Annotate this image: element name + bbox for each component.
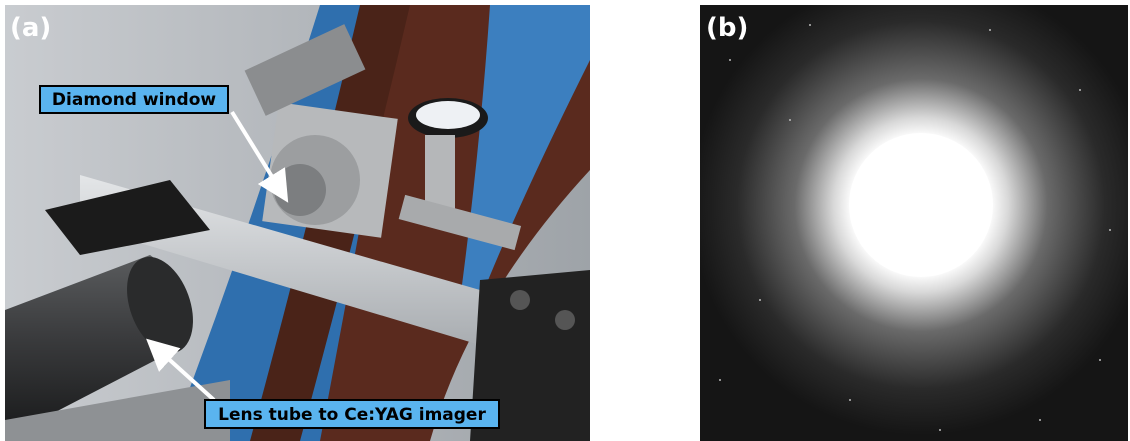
arrow: [230, 110, 289, 203]
callout: Lens tube to Ce:YAG imager: [218, 405, 486, 425]
arrow: [146, 338, 216, 402]
photo-a: [5, 5, 590, 441]
callout: Diamond window: [52, 90, 216, 110]
panel-label: (a): [10, 13, 51, 43]
callout-box: [39, 85, 229, 114]
callout-box: [204, 399, 500, 429]
photo-b: [700, 5, 1128, 441]
panel-label: (b): [706, 13, 748, 43]
